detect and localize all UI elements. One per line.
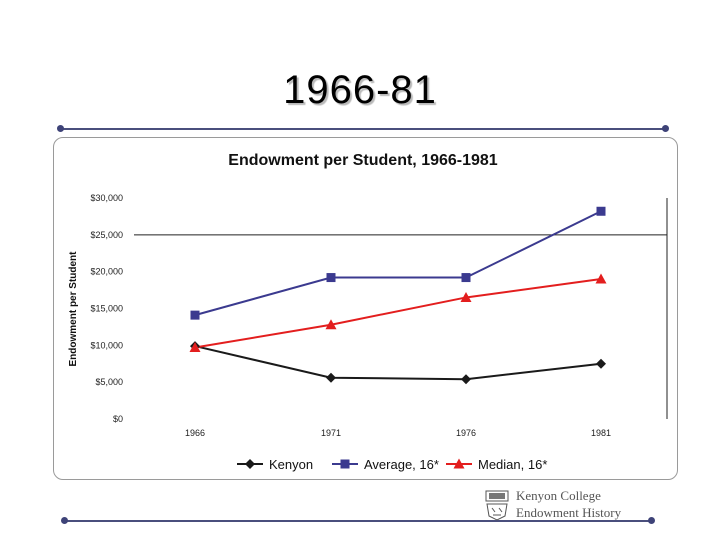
- series-lines: [194, 210, 602, 381]
- x-tick-label: 1966: [185, 428, 205, 438]
- data-point-kenyon: [326, 372, 336, 383]
- data-point-average-16: [326, 273, 336, 283]
- bottom-rule-right-dot: [648, 517, 655, 524]
- footer-caption: Kenyon College Endowment History: [516, 487, 621, 521]
- legend-label-median-16: Median, 16*: [478, 457, 547, 472]
- y-tick-label: $10,000: [90, 340, 123, 350]
- legend-marker-average-16: [340, 459, 350, 469]
- y-axis-label: Endowment per Student: [68, 251, 79, 367]
- legend-label-average-16: Average, 16*: [364, 457, 439, 472]
- x-tick-label: 1971: [321, 428, 341, 438]
- footer-line-2: Endowment History: [516, 505, 622, 520]
- data-point-kenyon: [596, 358, 606, 369]
- bottom-rule: [65, 520, 651, 522]
- legend: Kenyon Average, 16* Median, 16*: [237, 457, 547, 472]
- grid-lines: [134, 198, 668, 419]
- y-tick-label: $0: [113, 414, 123, 424]
- y-tick-label: $15,000: [90, 304, 123, 314]
- bottom-rule-left-dot: [61, 517, 68, 524]
- series-line-average-16: [194, 210, 602, 317]
- data-point-average-16: [596, 206, 606, 216]
- top-rule-right-dot: [662, 125, 669, 132]
- kenyon-seal-icon: [485, 490, 509, 521]
- legend-marker-median-16: [453, 458, 465, 469]
- legend-marker-kenyon: [245, 459, 255, 469]
- data-point-median-16: [325, 319, 337, 330]
- chart-frame: Endowment per Student, 1966-1981 Endowme…: [53, 137, 678, 480]
- data-point-kenyon: [461, 374, 471, 385]
- series-line-kenyon: [194, 345, 602, 381]
- series-line-median-16: [194, 278, 602, 349]
- legend-label-kenyon: Kenyon: [269, 457, 313, 472]
- data-point-average-16: [461, 273, 471, 283]
- data-point-median-16: [595, 273, 607, 284]
- y-tick-label: $20,000: [90, 267, 123, 277]
- x-tick-label: 1981: [591, 428, 611, 438]
- top-rule: [60, 128, 666, 130]
- endowment-chart: Endowment per Student, 1966-1981 Endowme…: [68, 152, 668, 472]
- x-tick-label: 1976: [456, 428, 476, 438]
- y-tick-label: $25,000: [90, 230, 123, 240]
- data-point-average-16: [190, 310, 200, 320]
- y-tick-label: $30,000: [90, 193, 123, 203]
- series-markers: [189, 206, 607, 385]
- data-point-median-16: [460, 291, 472, 302]
- y-axis-ticks: $0 $5,000 $10,000 $15,000 $20,000 $25,000 $30,…: [90, 193, 123, 424]
- footer-line-1: Kenyon College: [516, 488, 601, 503]
- chart-title: Endowment per Student, 1966-1981: [228, 152, 498, 169]
- top-rule-left-dot: [57, 125, 64, 132]
- slide-title: 1966-81: [283, 68, 437, 112]
- y-tick-label: $5,000: [95, 377, 123, 387]
- x-axis-ticks: 1966 1971 1976 1981: [185, 428, 611, 438]
- data-point-median-16: [189, 342, 201, 353]
